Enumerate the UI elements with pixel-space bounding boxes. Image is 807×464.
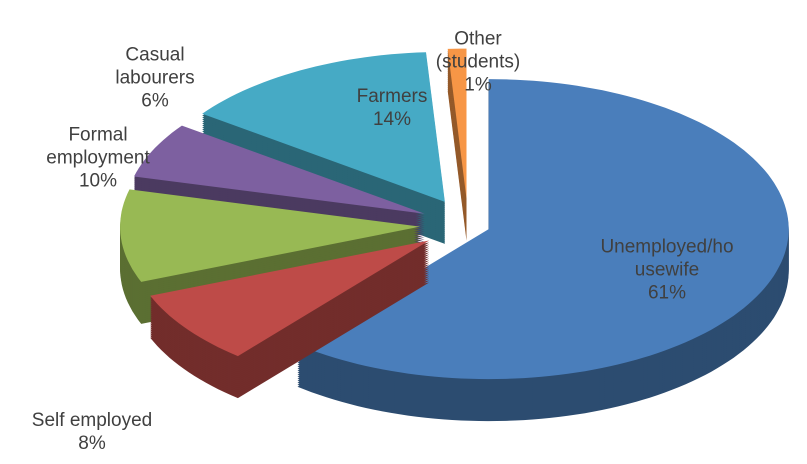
pie-slice [447, 48, 467, 241]
pie-slice [150, 240, 430, 399]
slice-top [202, 52, 445, 202]
value-label: 14% [372, 109, 412, 130]
slice-top [297, 79, 789, 380]
value-label: 1% [464, 74, 492, 96]
data-label: Self employed 8% [0, 409, 192, 455]
pie-slice [297, 79, 789, 422]
slice-top [447, 48, 467, 199]
data-label: Formal employment 10% [18, 124, 178, 193]
category-label: Other (students) [435, 28, 521, 73]
category-label: Self employed [31, 410, 153, 431]
data-label: Other (students) 1% [423, 28, 533, 97]
category-label: Casual labourers [115, 44, 195, 89]
value-label: 61% [647, 282, 687, 304]
value-label: 10% [78, 170, 118, 192]
data-label: Farmers 14% [332, 85, 452, 131]
slice-top [120, 189, 421, 282]
category-label: Formal employment [46, 124, 150, 169]
slice-top [150, 240, 430, 357]
value-label: 6% [141, 90, 169, 112]
slice-top [134, 125, 425, 214]
pie-slice [134, 125, 425, 256]
data-label: Casual labourers 6% [100, 44, 210, 113]
category-label: Unemployed/housewife [600, 236, 734, 281]
category-label: Farmers [356, 86, 428, 107]
data-label: Unemployed/housewife 61% [597, 236, 737, 305]
value-label: 8% [78, 433, 106, 454]
